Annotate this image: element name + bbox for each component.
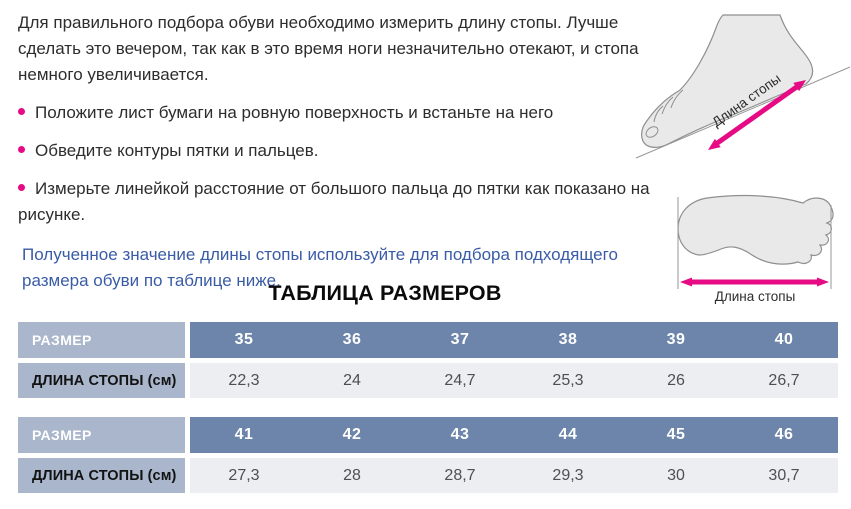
- bullet-text-3: Измерьте линейкой расстояние от большого…: [18, 179, 650, 224]
- size-header-row: РАЗМЕР 35 36 37 38 39 40: [18, 322, 838, 358]
- length-values-row: ДЛИНА СТОПЫ (см) 22,3 24 24,7 25,3 26 26…: [18, 363, 838, 398]
- size-table-title: ТАБЛИЦА РАЗМЕРОВ: [268, 281, 502, 305]
- size-cell: 39: [666, 331, 686, 348]
- foot-top-view-illustration: Длина стопы: [677, 194, 834, 304]
- size-header-row: РАЗМЕР 41 42 43 44 45 46: [18, 417, 838, 453]
- measure-baseline: [635, 66, 851, 159]
- bullet-item-1: Положите лист бумаги на ровную поверхнос…: [18, 100, 658, 126]
- toe-crease-lines: [653, 89, 684, 123]
- size-row-label: РАЗМЕР: [18, 322, 185, 358]
- length-cell: 25,3: [552, 371, 584, 389]
- bullet-dot: [18, 184, 25, 192]
- length-values-row: ДЛИНА СТОПЫ (см) 27,3 28 28,7 29,3 30 30…: [18, 458, 838, 493]
- length-cell: 28,7: [444, 466, 476, 484]
- foot-side-outline: [641, 14, 814, 148]
- size-cell: 40: [774, 331, 794, 348]
- size-cell: 37: [450, 331, 470, 348]
- size-cell: 35: [234, 331, 254, 348]
- note-paragraph: Полученное значение длины стопы использу…: [22, 245, 618, 290]
- length-cell: 27,3: [228, 466, 260, 484]
- size-cell: 42: [342, 426, 362, 443]
- toenail: [645, 126, 659, 138]
- size-cell: 36: [342, 331, 362, 348]
- size-header-band: 35 36 37 38 39 40: [190, 322, 838, 358]
- bullet-dot: [18, 108, 25, 116]
- foot-side-view-illustration: Длина стопы: [635, 14, 851, 159]
- foot-length-label-top: Длина стопы: [715, 289, 796, 304]
- bullet-text-2: Обведите контуры пятки и пальцев.: [35, 141, 319, 160]
- size-cell: 43: [450, 426, 470, 443]
- length-cell: 26,7: [768, 371, 800, 389]
- length-values-band: 22,3 24 24,7 25,3 26 26,7: [190, 363, 838, 398]
- bullet-dot: [18, 146, 25, 154]
- length-cell: 24: [343, 371, 361, 389]
- intro-text-block: Для правильного подбора обуви необходимо…: [18, 10, 658, 294]
- size-cell: 41: [234, 426, 254, 443]
- length-cell: 28: [343, 466, 361, 484]
- foot-top-outline: [677, 194, 834, 265]
- length-values-band: 27,3 28 28,7 29,3 30 30,7: [190, 458, 838, 493]
- size-row-label: РАЗМЕР: [18, 417, 185, 453]
- arrowhead-right: [817, 277, 829, 287]
- size-table-2: РАЗМЕР 41 42 43 44 45 46 ДЛИНА СТОПЫ (см…: [18, 417, 838, 493]
- size-cell: 38: [558, 331, 578, 348]
- bullet-item-2: Обведите контуры пятки и пальцев.: [18, 138, 658, 164]
- length-cell: 30,7: [768, 466, 800, 484]
- length-cell: 26: [667, 371, 685, 389]
- size-header-band: 41 42 43 44 45 46: [190, 417, 838, 453]
- length-cell: 30: [667, 466, 685, 484]
- length-cell: 24,7: [444, 371, 476, 389]
- intro-paragraph: Для правильного подбора обуви необходимо…: [18, 13, 639, 84]
- length-arrow-side: [714, 83, 800, 147]
- size-table-1: РАЗМЕР 35 36 37 38 39 40 ДЛИНА СТОПЫ (см…: [18, 322, 838, 398]
- arrowhead-left: [680, 277, 692, 287]
- length-cell: 29,3: [552, 466, 584, 484]
- foot-length-row-label: ДЛИНА СТОПЫ (см): [18, 363, 185, 398]
- bullet-item-3: Измерьте линейкой расстояние от большого…: [18, 176, 658, 228]
- size-cell: 46: [774, 426, 794, 443]
- arrowhead-right: [793, 80, 806, 92]
- size-cell: 44: [558, 426, 578, 443]
- arrowhead-left: [708, 138, 721, 150]
- bullet-text-1: Положите лист бумаги на ровную поверхнос…: [35, 103, 554, 122]
- foot-length-row-label: ДЛИНА СТОПЫ (см): [18, 458, 185, 493]
- length-cell: 22,3: [228, 371, 260, 389]
- size-cell: 45: [666, 426, 686, 443]
